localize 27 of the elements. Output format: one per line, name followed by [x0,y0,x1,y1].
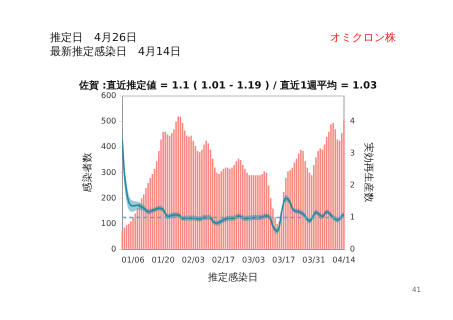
text: オミクロン株 [330,30,396,45]
y-axis-title: 感染者数 [82,152,94,193]
text: 最新推定感染日 4月14日 [50,44,181,59]
text: 推定日 4月26日 [50,30,137,45]
y-tick-label: 400 [100,142,116,152]
x-tick-label: 02/17 [212,255,235,264]
chart-title: 佐賀 :直近推定値 = 1.1 ( 1.01 - 1.19 ) / 直近1週平均 = 1.03 [78,80,378,92]
y2-tick-label: 4 [350,116,356,126]
y-tick-label: 500 [100,116,116,126]
y-tick-label: 100 [100,218,116,228]
x-axis-title: 推定感染日 [208,272,258,284]
y-tick-label: 0 [111,244,116,254]
x-tick-label: 04/14 [332,255,356,264]
x-tick-label: 03/03 [242,255,266,264]
y2-tick-label: 2 [350,180,356,190]
x-tick-label: 03/17 [272,255,296,264]
x-tick-label: 01/06 [122,255,145,264]
y-tick-label: 200 [100,193,116,202]
y-tick-label: 600 [100,91,116,100]
y2-axis-title: 実効再生産数 [362,142,374,203]
x-tick-label: 01/20 [152,255,175,264]
y2-tick-label: 0 [350,244,356,254]
y-tick-label: 300 [100,168,116,177]
y2-tick-label: 3 [350,148,356,158]
y2-tick-label: 1 [350,212,356,222]
x-tick-label: 02/03 [182,255,205,264]
x-tick-label: 03/31 [302,255,326,264]
